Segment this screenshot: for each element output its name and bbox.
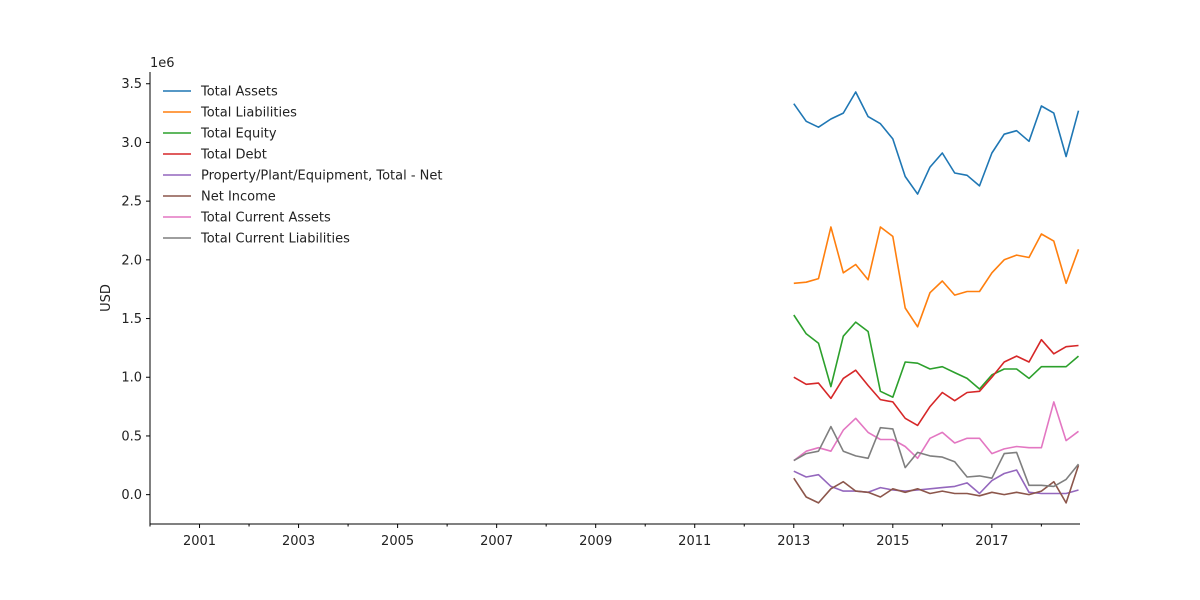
legend-label: Net Income: [201, 190, 276, 205]
y-tick-label: 3.0: [121, 136, 142, 151]
y-tick-label: 0.5: [121, 429, 142, 444]
legend: Total Assets Total Liabilities Total Equit…: [163, 85, 443, 247]
series-line-total-current-assets: [793, 401, 1079, 462]
y-tick-label: 0.0: [121, 488, 142, 503]
x-tick-label: 2017: [975, 534, 1008, 549]
y-offset-label: 1e6: [150, 56, 175, 71]
series-line-total-liabilities: [793, 226, 1080, 328]
x-tick-label: 2003: [282, 534, 315, 549]
x-ticks: 2001 2003 2005 2007 2009 2011 2013 2015 2017: [149, 524, 1042, 549]
y-tick-label: 1.0: [121, 371, 142, 386]
legend-label: Total Current Liabilities: [200, 232, 350, 247]
y-tick-label: 3.5: [121, 77, 142, 92]
legend-label: Total Debt: [200, 148, 267, 163]
series-line-total-debt: [793, 338, 1079, 427]
x-tick-label: 2005: [381, 534, 414, 549]
x-tick-label: 2007: [480, 534, 513, 549]
x-tick-label: 2011: [678, 534, 711, 549]
series-line-property-plant-equipment-total-net: [793, 469, 1079, 495]
x-tick-label: 2009: [579, 534, 612, 549]
legend-label: Total Assets: [200, 85, 278, 100]
axes: [149, 72, 1080, 525]
legend-label: Property/Plant/Equipment, Total - Net: [201, 169, 443, 184]
y-tick-label: 2.5: [121, 195, 142, 210]
x-tick-label: 2013: [777, 534, 810, 549]
legend-label: Total Equity: [200, 127, 277, 142]
y-tick-label: 1.5: [121, 312, 142, 327]
x-tick-label: 2001: [183, 534, 216, 549]
y-tick-label: 2.0: [121, 253, 142, 268]
y-ticks: 0.0 0.5 1.0 1.5 2.0 2.5 3.0 3.5: [121, 77, 150, 503]
series-line-total-equity: [793, 314, 1080, 399]
series-line-net-income: [793, 465, 1080, 504]
x-tick-label: 2015: [876, 534, 909, 549]
series-line-total-assets: [793, 91, 1080, 195]
y-axis-title: USD: [99, 284, 114, 312]
series-line-total-current-liabilities: [793, 425, 1080, 488]
legend-label: Total Liabilities: [200, 106, 297, 121]
legend-label: Total Current Assets: [200, 211, 331, 226]
series-lines: [793, 91, 1080, 504]
